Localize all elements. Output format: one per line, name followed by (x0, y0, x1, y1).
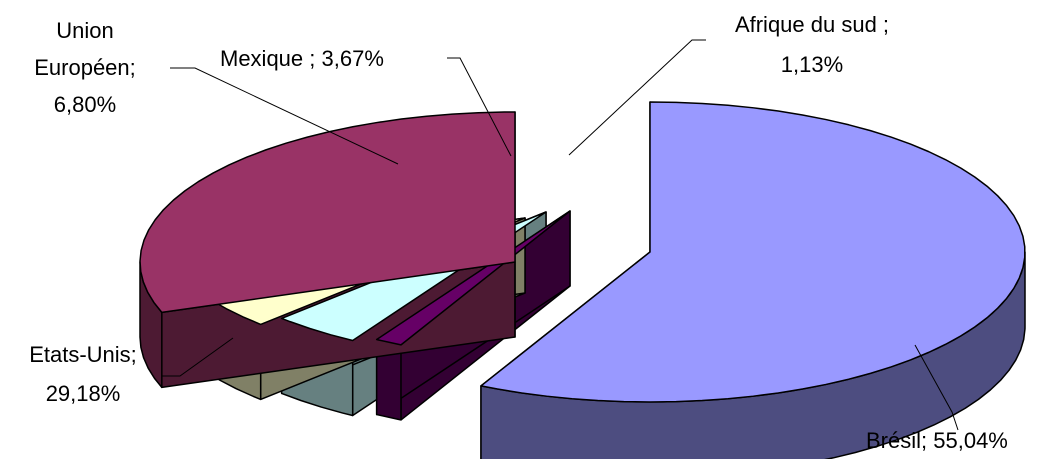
leader-line-mexique (447, 57, 512, 157)
data-label-union-europeen-name-2: Européen; (34, 55, 136, 80)
data-label-afrique-du-sud-name: Afrique du sud ; (735, 12, 889, 37)
leader-line-afrique-du-sud (568, 39, 706, 156)
data-label-afrique-du-sud-value: 1,13% (781, 52, 843, 77)
data-labels: Brésil; 55,04% Afrique du sud ; 1,13% Me… (29, 12, 1008, 453)
data-label-bresil: Brésil; 55,04% (866, 428, 1008, 453)
slice-afrique-du-sud (375, 210, 571, 346)
leader-line-bresil (914, 344, 959, 431)
leader-lines (162, 39, 959, 431)
leader-line-union-europeen (170, 67, 399, 165)
data-label-etats-unis-value: 29,18% (46, 381, 121, 406)
data-label-mexique: Mexique ; 3,67% (220, 46, 384, 71)
slice-etats-unis (139, 111, 516, 314)
slice-tops (139, 101, 1026, 403)
data-label-union-europeen-name-1: Union (56, 18, 113, 43)
slice-bresil (480, 101, 1026, 403)
data-label-etats-unis-name: Etats-Unis; (29, 342, 137, 367)
data-label-union-europeen-value: 6,80% (54, 92, 116, 117)
leader-line-etats-unis (162, 337, 234, 377)
